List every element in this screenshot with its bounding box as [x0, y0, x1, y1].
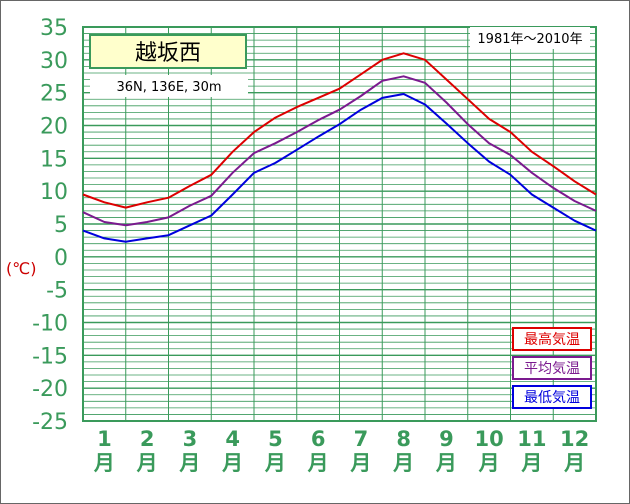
series-line-1 [82, 75, 597, 227]
x-tick-suffix: 月 [178, 451, 200, 475]
x-tick-label: 1 [97, 427, 112, 451]
y-tick-label: -5 [46, 279, 68, 304]
x-tick-label: 7 [354, 427, 369, 451]
x-tick-label: 2 [140, 427, 155, 451]
y-tick-label: -15 [32, 344, 68, 369]
y-tick-label: 30 [40, 49, 68, 74]
y-tick-label: 25 [40, 82, 68, 107]
y-tick-label: -10 [32, 312, 68, 337]
y-tick-label: 35 [40, 16, 68, 41]
y-axis-unit-label: (℃) [6, 259, 36, 278]
x-tick-suffix: 月 [478, 451, 500, 475]
y-tick-label: -25 [32, 410, 68, 435]
x-tick-suffix: 月 [435, 451, 457, 475]
x-tick-label: 5 [268, 427, 283, 451]
x-tick-suffix: 月 [349, 451, 371, 475]
legend-box [512, 385, 592, 409]
x-tick-suffix: 月 [392, 451, 414, 475]
period-box-bg [470, 27, 590, 49]
series-lines [82, 52, 597, 243]
x-tick-label: 10 [475, 427, 504, 451]
legend-box [512, 356, 592, 380]
legend-label: 平均気温 [524, 361, 580, 377]
y-tick-label: 0 [54, 246, 68, 271]
location-label: 36N, 136E, 30m [116, 80, 221, 95]
x-tick-label: 11 [517, 427, 546, 451]
y-tick-labels: 35 30 25 20 15 10 5 0 -5 -10 -15 -20 -25 [32, 16, 68, 435]
y-tick-label: 10 [40, 180, 68, 205]
x-tick-label: 12 [560, 427, 589, 451]
x-tick-label: 4 [225, 427, 240, 451]
y-tick-label: 5 [54, 213, 68, 238]
x-tick-label: 3 [183, 427, 198, 451]
x-tick-suffix: 月 [264, 451, 286, 475]
x-tick-suffix: 月 [563, 451, 585, 475]
x-tick-suffix: 月 [307, 451, 329, 475]
y-tick-label: -20 [32, 377, 68, 402]
x-tick-label: 8 [396, 427, 411, 451]
legend-box [512, 327, 592, 351]
x-tick-suffix: 月 [520, 451, 542, 475]
series-line-0 [82, 52, 597, 209]
legend-label: 最高気温 [524, 331, 580, 348]
series-line-2 [82, 93, 597, 243]
y-tick-label: 15 [40, 147, 68, 172]
period-label: 1981年〜2010年 [477, 32, 582, 47]
location-label-box: 36N, 136E, 30m [90, 75, 248, 97]
location-box-bg [90, 75, 248, 97]
y-tick-label: 20 [40, 115, 68, 140]
chart-title: 越坂西 [135, 41, 201, 66]
period-label-box: 1981年〜2010年 [470, 27, 590, 49]
title-box-frame [89, 34, 247, 69]
title-box: 越坂西 [89, 34, 247, 69]
legend-label: 最低気温 [524, 390, 580, 406]
x-tick-label: 6 [311, 427, 326, 451]
x-tick-suffix: 月 [221, 451, 243, 475]
x-tick-label: 9 [439, 427, 454, 451]
x-tick-suffix: 月 [136, 451, 158, 475]
x-tick-suffix: 月 [93, 451, 115, 475]
